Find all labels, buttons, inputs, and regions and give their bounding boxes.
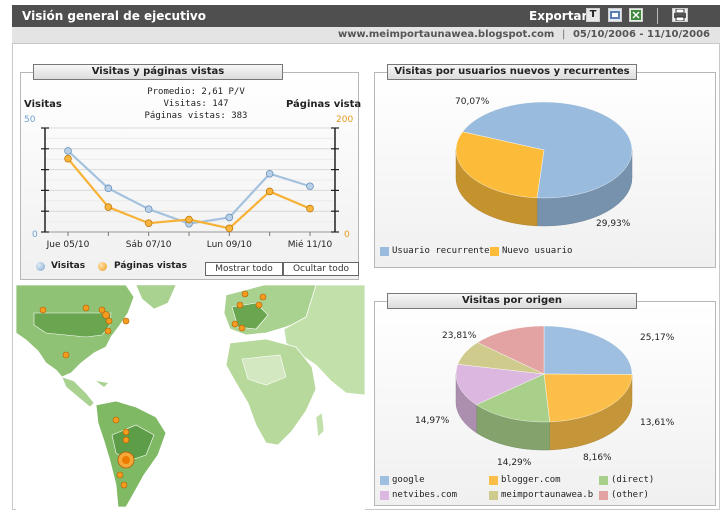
- avg-pageviews-summary: Promedio: 2,61 P/V: [147, 87, 245, 97]
- new-returning-panel: [374, 72, 716, 268]
- pie2-label-google: 25,17%: [640, 333, 675, 343]
- legend-label-netvibes[interactable]: netvibes.com: [392, 490, 458, 500]
- page-title: Visión general de ejecutivo: [22, 9, 206, 23]
- legend-label-direct[interactable]: (direct): [611, 475, 655, 485]
- xml-export-icon[interactable]: [608, 8, 622, 22]
- world-map[interactable]: [16, 285, 365, 510]
- pageviews-legend-label[interactable]: Páginas vistas: [114, 261, 187, 271]
- legend-swatch-returning: [380, 247, 389, 256]
- text-export-icon[interactable]: T: [586, 8, 600, 22]
- right-axis-title: Páginas vista: [286, 99, 362, 110]
- pie1-label-new: 29,93%: [596, 219, 631, 229]
- show-all-button[interactable]: Mostrar todo: [205, 262, 283, 276]
- pie1-label-returning: 70,07%: [455, 97, 490, 107]
- pie2-label-blogger: 23,81%: [442, 331, 477, 341]
- hide-all-button[interactable]: Ocultar todo: [283, 262, 359, 276]
- excel-export-icon[interactable]: [629, 8, 643, 22]
- export-label: Exportar: [529, 9, 588, 23]
- print-icon[interactable]: [672, 8, 688, 22]
- legend-label-meimporta[interactable]: meimportaunawea.b: [501, 490, 594, 500]
- left-axis-max: 50: [24, 115, 36, 125]
- site-url: www.meimportaunawea.blogspot.com: [337, 29, 555, 40]
- pie2-label-netvibes: 14,29%: [497, 458, 532, 468]
- legend-label-google[interactable]: google: [392, 475, 425, 485]
- legend-swatch-google: [380, 476, 389, 485]
- legend-swatch-new: [490, 247, 499, 256]
- legend-label-other[interactable]: (other): [611, 490, 649, 500]
- separator: |: [561, 29, 566, 40]
- date-range[interactable]: 05/10/2006 - 11/10/2006: [572, 29, 710, 40]
- right-axis-max: 200: [336, 115, 354, 125]
- content-frame: [12, 44, 720, 510]
- legend-swatch-meimporta: [489, 491, 498, 500]
- pageviews-legend-marker: [98, 262, 107, 271]
- legend-label-blogger[interactable]: blogger.com: [501, 475, 561, 485]
- legend-label-returning[interactable]: Usuario recurrente: [392, 246, 490, 256]
- visitor-markers: [39, 290, 267, 489]
- x-tick-label: Lun 09/10: [206, 240, 252, 250]
- x-tick-label: Mié 11/10: [287, 240, 333, 250]
- visitas-legend-label[interactable]: Visitas: [51, 261, 86, 271]
- legend-swatch-direct: [599, 476, 608, 485]
- pie2-label-meimporta: 8,16%: [583, 453, 612, 463]
- site-info-bar: www.meimportaunawea.blogspot.com | 05/10…: [12, 27, 720, 44]
- legend-swatch-blogger: [489, 476, 498, 485]
- origin-panel-title: Visitas por origen: [387, 293, 637, 309]
- x-tick-label: Jue 05/10: [46, 240, 90, 250]
- pie2-label-other: 13,61%: [640, 418, 675, 428]
- left-axis-title: Visitas: [24, 99, 62, 110]
- legend-swatch-other: [599, 491, 608, 500]
- x-tick-label: Sáb 07/10: [125, 240, 172, 250]
- new-returning-panel-title: Visitas por usuarios nuevos y recurrente…: [387, 64, 637, 80]
- legend-label-new[interactable]: Nuevo usuario: [502, 246, 573, 256]
- pie2-label-direct: 14,97%: [415, 416, 450, 426]
- toolbar-separator: [657, 8, 658, 24]
- legend-swatch-netvibes: [380, 491, 389, 500]
- visitas-legend-marker: [36, 262, 45, 271]
- pageviews-summary: Páginas vistas: 383: [144, 111, 248, 121]
- visits-panel-title: Visitas y páginas vistas: [33, 64, 283, 80]
- header-bar: Visión general de ejecutivo Exportar T: [12, 5, 720, 27]
- left-axis-min: 0: [32, 230, 38, 240]
- visits-summary: Visitas: 147: [163, 99, 229, 109]
- right-axis-min: 0: [344, 230, 350, 240]
